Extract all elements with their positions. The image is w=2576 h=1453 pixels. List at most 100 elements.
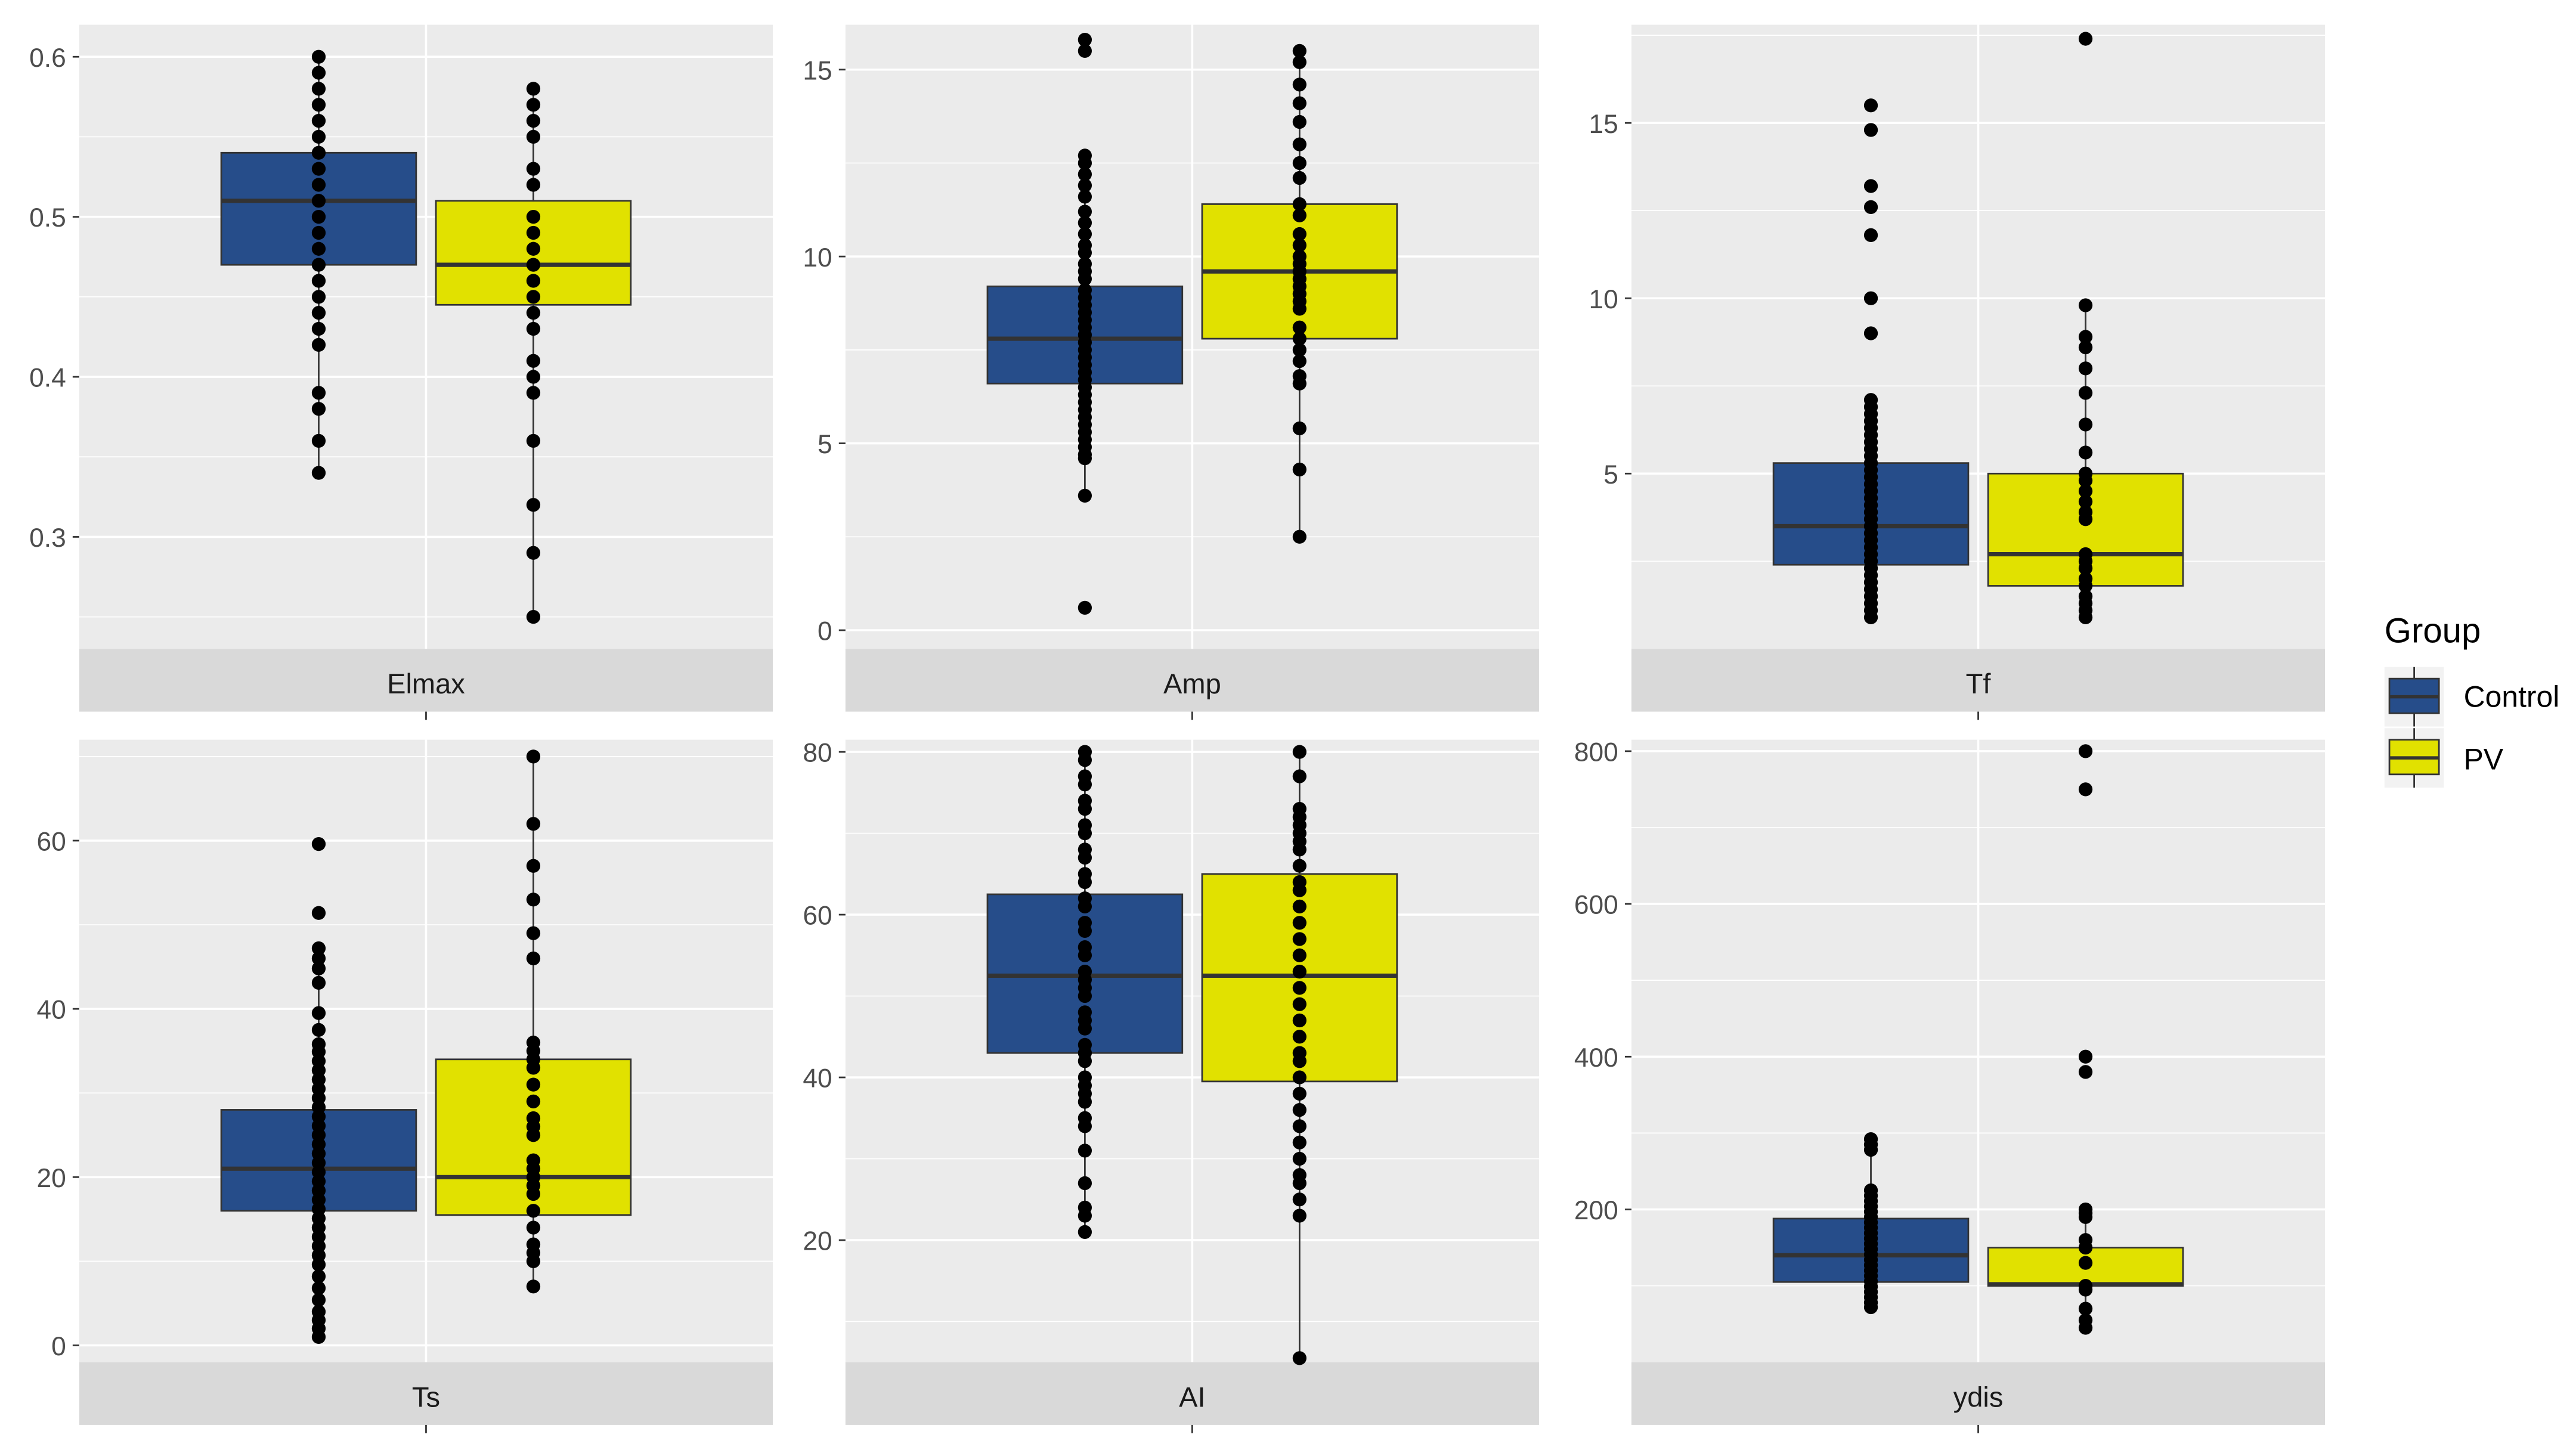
data-point bbox=[1292, 343, 1307, 357]
y-tick-label: 60 bbox=[36, 828, 66, 857]
data-point bbox=[311, 290, 326, 304]
data-point bbox=[526, 82, 541, 96]
legend: Group Control PV bbox=[2384, 611, 2560, 788]
data-point bbox=[1078, 989, 1092, 1003]
data-point bbox=[526, 893, 541, 907]
data-point bbox=[2078, 1282, 2093, 1297]
data-point bbox=[526, 1061, 541, 1075]
data-point bbox=[311, 433, 326, 448]
y-tick-label: 800 bbox=[1574, 738, 1618, 767]
data-point bbox=[526, 321, 541, 336]
y-tick-label: 5 bbox=[818, 430, 832, 459]
y-tick-label: 0.3 bbox=[29, 523, 66, 553]
data-point bbox=[2078, 361, 2093, 376]
facet-strip-label: Amp bbox=[1163, 668, 1221, 699]
box-ydis-control bbox=[1772, 1132, 1970, 1315]
data-point bbox=[1078, 190, 1092, 204]
data-point bbox=[1863, 610, 1878, 625]
data-point bbox=[526, 258, 541, 272]
data-point bbox=[526, 546, 541, 560]
data-point bbox=[311, 178, 326, 192]
facet-panels: 0.3 0.4 0.5 0.6 Elmax 0 5 10 15 Amp 5 10 15 Tf 0 20 40 60… bbox=[29, 24, 2326, 1433]
data-point bbox=[1078, 600, 1092, 615]
data-point bbox=[1292, 899, 1307, 914]
legend-title: Group bbox=[2385, 611, 2481, 650]
data-point bbox=[1078, 1176, 1092, 1191]
data-point bbox=[1292, 320, 1307, 334]
data-point bbox=[1292, 421, 1307, 436]
data-point bbox=[1292, 997, 1307, 1011]
data-point bbox=[311, 82, 326, 96]
data-point bbox=[311, 837, 326, 851]
data-point bbox=[2078, 32, 2093, 46]
data-point bbox=[1078, 899, 1092, 914]
data-point bbox=[1078, 850, 1092, 865]
data-point bbox=[2078, 386, 2093, 400]
data-point bbox=[311, 210, 326, 224]
data-point bbox=[526, 370, 541, 384]
data-point bbox=[1292, 883, 1307, 897]
data-point bbox=[1863, 123, 1878, 137]
data-point bbox=[2078, 1065, 2093, 1079]
data-point bbox=[1292, 769, 1307, 783]
data-point bbox=[311, 258, 326, 272]
legend-label-control: Control bbox=[2464, 680, 2560, 713]
y-tick-label: 10 bbox=[803, 243, 832, 272]
y-tick-label: 15 bbox=[803, 56, 832, 85]
y-tick-label: 400 bbox=[1574, 1043, 1618, 1073]
data-point bbox=[1292, 1192, 1307, 1207]
data-point bbox=[1292, 981, 1307, 995]
data-point bbox=[311, 1269, 326, 1284]
data-point bbox=[526, 1204, 541, 1218]
data-point bbox=[1292, 1030, 1307, 1044]
data-point bbox=[311, 1293, 326, 1307]
legend-label-pv: PV bbox=[2464, 743, 2504, 776]
data-point bbox=[526, 951, 541, 966]
data-point bbox=[311, 225, 326, 240]
data-point bbox=[1292, 1135, 1307, 1150]
data-point bbox=[526, 1186, 541, 1201]
data-point bbox=[311, 1006, 326, 1020]
data-point bbox=[311, 129, 326, 144]
data-point bbox=[526, 1094, 541, 1108]
data-point bbox=[1292, 137, 1307, 151]
box-amp-pv bbox=[1201, 44, 1398, 544]
box-ts-pv bbox=[435, 749, 632, 1294]
data-point bbox=[2078, 744, 2093, 758]
data-point bbox=[1292, 302, 1307, 316]
data-point bbox=[1292, 171, 1307, 185]
data-point bbox=[526, 817, 541, 831]
data-point bbox=[1292, 964, 1307, 979]
data-point bbox=[526, 274, 541, 288]
data-point bbox=[1078, 924, 1092, 938]
data-point bbox=[526, 498, 541, 512]
data-point bbox=[1292, 354, 1307, 368]
data-point bbox=[526, 225, 541, 240]
facet-strip-label: Ts bbox=[412, 1381, 440, 1412]
y-tick-label: 20 bbox=[803, 1227, 832, 1256]
data-point bbox=[1292, 208, 1307, 222]
data-point bbox=[1078, 156, 1092, 171]
data-point bbox=[1863, 1300, 1878, 1315]
data-point bbox=[1292, 1102, 1307, 1117]
box-elmax-pv bbox=[435, 82, 632, 624]
data-point bbox=[1078, 246, 1092, 260]
box-tf-control bbox=[1772, 98, 1970, 625]
data-point bbox=[526, 129, 541, 144]
data-point bbox=[1292, 238, 1307, 252]
data-point bbox=[1292, 948, 1307, 962]
data-point bbox=[311, 113, 326, 128]
data-point bbox=[1292, 1054, 1307, 1068]
y-tick-label: 5 bbox=[1603, 460, 1618, 490]
data-point bbox=[1292, 227, 1307, 241]
data-point bbox=[311, 66, 326, 80]
facet-strip bbox=[79, 1362, 773, 1425]
data-point bbox=[311, 306, 326, 320]
data-point bbox=[1292, 462, 1307, 477]
data-point bbox=[2078, 1049, 2093, 1064]
data-point bbox=[1078, 44, 1092, 58]
data-point bbox=[526, 1220, 541, 1235]
data-point bbox=[1078, 826, 1092, 841]
data-point bbox=[1292, 859, 1307, 873]
data-point bbox=[1292, 1176, 1307, 1191]
